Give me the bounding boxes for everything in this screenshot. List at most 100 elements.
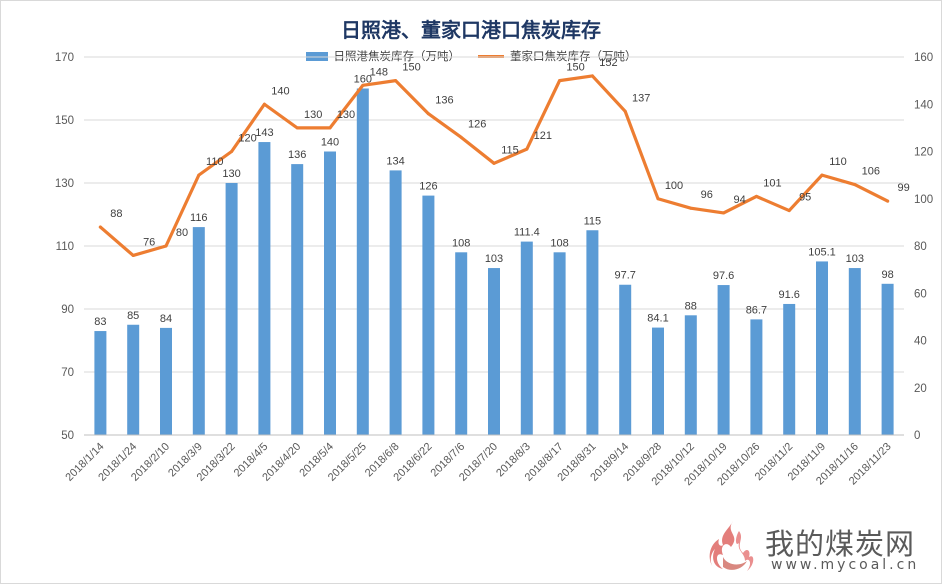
bar (619, 284, 632, 435)
line-data-label: 150 (402, 62, 420, 74)
y-right-tick-label: 140 (914, 99, 933, 111)
bar-data-label: 83 (94, 316, 106, 328)
line-point (262, 102, 266, 106)
bar (422, 195, 435, 435)
bar-data-label: 136 (288, 149, 306, 161)
y-left-tick-label: 70 (61, 367, 74, 379)
line-data-label: 99 (897, 182, 909, 194)
line-data-label: 88 (110, 208, 122, 220)
line-point (164, 244, 168, 248)
bar-data-label: 97.6 (713, 270, 734, 282)
line-data-label: 106 (862, 166, 880, 178)
bar-data-label: 88 (685, 300, 697, 312)
line-point (623, 109, 627, 113)
legend-item-bar: 日照港焦炭库存（万吨） (305, 48, 461, 64)
bar (520, 241, 533, 435)
line-point (558, 79, 562, 83)
bar (291, 164, 304, 435)
line-data-label: 130 (304, 109, 322, 121)
bar-data-label: 108 (550, 237, 568, 249)
line-data-label: 126 (468, 118, 486, 130)
bar (586, 230, 599, 435)
bar (881, 283, 894, 435)
y-left-tick-label: 150 (55, 115, 74, 127)
line-point (722, 211, 726, 215)
y-right-tick-label: 20 (914, 383, 927, 395)
legend-label-line: 董家口焦炭库存（万吨） (510, 49, 637, 63)
site-watermark: 我的煤炭网 www.mycoal.cn (705, 515, 935, 577)
line-point (459, 135, 463, 139)
chart-title: 日照港、董家口港口焦炭库存 (341, 18, 601, 42)
line-data-label: 130 (337, 109, 355, 121)
bar-data-label: 91.6 (778, 289, 799, 301)
bar-data-label: 86.7 (746, 304, 767, 316)
line-point (656, 197, 660, 201)
y-right-tick-label: 40 (914, 336, 927, 348)
bar-data-label: 98 (881, 269, 893, 281)
bar (94, 331, 107, 435)
bar-data-label: 85 (127, 310, 139, 322)
y-left-tick-label: 170 (55, 52, 74, 64)
line-point (886, 199, 890, 203)
bar-data-label: 116 (190, 212, 208, 224)
line-point (361, 83, 365, 87)
line-point (754, 194, 758, 198)
line-point (689, 206, 693, 210)
y-right-tick-label: 0 (914, 430, 920, 442)
bar (684, 315, 697, 435)
bar (783, 303, 796, 435)
y-right-tick-label: 60 (914, 288, 927, 300)
bar-data-label: 105.1 (808, 246, 836, 258)
line-data-label: 76 (143, 236, 155, 248)
line-data-label: 115 (501, 144, 519, 156)
line-point (492, 161, 496, 165)
bar (356, 88, 369, 435)
watermark-url: www.mycoal.cn (771, 557, 920, 573)
line-data-label: 110 (829, 156, 847, 168)
line-data-label: 148 (370, 66, 388, 78)
line-data-label: 150 (566, 62, 584, 74)
line-point (590, 74, 594, 78)
y-left-tick-label: 90 (61, 304, 74, 316)
bar-data-label: 111.4 (514, 227, 540, 239)
bar-data-label: 126 (419, 181, 437, 193)
line-point (197, 173, 201, 177)
legend-label-bar: 日照港焦炭库存（万吨） (333, 49, 461, 63)
y-left-tick-label: 130 (55, 178, 74, 190)
bar-data-label: 108 (452, 237, 470, 249)
bar-data-label: 140 (321, 137, 339, 149)
y-right-tick-label: 80 (914, 241, 927, 253)
bar (848, 268, 861, 435)
line-point (295, 126, 299, 130)
line-point (525, 147, 529, 151)
bar (816, 261, 828, 435)
bar-data-label: 84 (160, 313, 172, 325)
line-data-label: 140 (271, 85, 289, 97)
line-point (820, 173, 824, 177)
bar (192, 227, 205, 435)
line-data-label: 96 (701, 189, 713, 201)
line-data-label: 121 (534, 130, 552, 142)
bar (488, 268, 500, 435)
y-right-tick-label: 100 (914, 194, 933, 206)
line-data-label: 80 (176, 227, 188, 239)
line-data-label: 137 (632, 92, 650, 104)
line-point (131, 253, 135, 257)
bar-data-label: 84.1 (647, 313, 668, 325)
line-data-label: 95 (799, 192, 811, 204)
watermark-name: 我的煤炭网 (765, 527, 916, 561)
bar (717, 285, 730, 435)
legend-swatch-line (478, 54, 504, 58)
line-data-label: 120 (238, 133, 256, 145)
line-point (394, 79, 398, 83)
line-data-label: 136 (435, 95, 453, 107)
bar-data-label: 160 (354, 74, 372, 86)
bar (389, 170, 402, 435)
flame-logo-icon (709, 521, 754, 571)
bar (258, 142, 271, 436)
line-point (426, 112, 430, 116)
y-right-tick-label: 160 (914, 52, 933, 64)
bar (324, 151, 336, 435)
